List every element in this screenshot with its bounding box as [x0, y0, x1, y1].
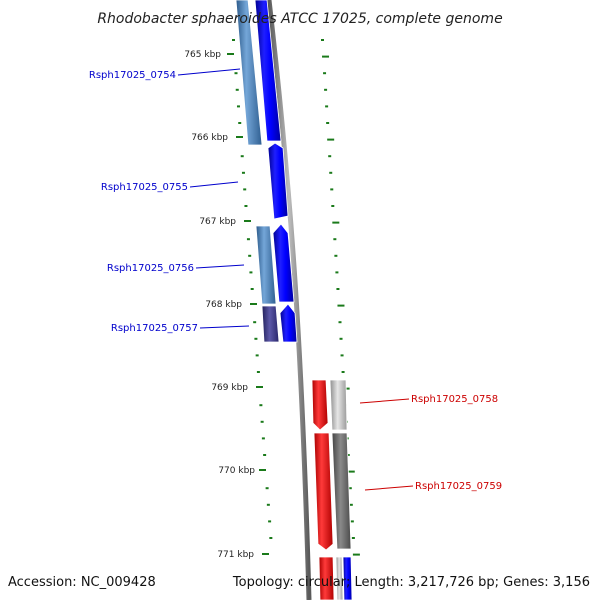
ruler-tick-label: 766 kbp — [191, 133, 228, 143]
cds-arrow[interactable] — [318, 556, 335, 600]
gene-label-leader — [195, 264, 245, 269]
gene-label-leader — [364, 485, 414, 491]
cog-feature-block[interactable] — [335, 556, 344, 600]
cog-feature-block[interactable] — [235, 0, 263, 146]
cds-arrow[interactable] — [267, 142, 289, 220]
gene-label[interactable]: Rsph17025_0756 — [107, 263, 194, 274]
genome-summary-text: Topology: circular; Length: 3,217,726 bp… — [232, 575, 590, 590]
map-title: Rhodobacter sphaeroides ATCC 17025, comp… — [97, 11, 502, 27]
gene-label[interactable]: Rsph17025_0757 — [111, 323, 198, 334]
gene-label-leader — [177, 68, 241, 76]
cds-arrow[interactable] — [311, 379, 329, 431]
cds-arrow[interactable] — [279, 303, 298, 343]
gene-label[interactable]: Rsph17025_0755 — [101, 182, 188, 193]
gene-label-leader — [199, 325, 250, 329]
gene-label[interactable]: Rsph17025_0759 — [415, 481, 502, 492]
ruler-tick-label: 771 kbp — [217, 550, 254, 560]
gene-label-leader — [359, 398, 410, 404]
ruler-tick-label: 765 kbp — [184, 50, 221, 60]
ruler-tick-label: 770 kbp — [218, 466, 255, 476]
cog-feature-block[interactable] — [255, 225, 277, 305]
cog-feature-block[interactable] — [331, 432, 352, 550]
cds-arrow[interactable] — [254, 0, 282, 142]
accession-text: Accession: NC_009428 — [8, 575, 156, 590]
cds-arrow[interactable] — [313, 432, 334, 551]
gene-label-leader — [189, 181, 239, 188]
cog-feature-block[interactable] — [329, 379, 348, 431]
cds-arrow[interactable] — [272, 223, 295, 303]
gene-label[interactable]: Rsph17025_0754 — [89, 70, 176, 81]
backbone-track — [266, 0, 312, 600]
gene-label[interactable]: Rsph17025_0758 — [411, 394, 498, 405]
cds-arrow[interactable] — [342, 556, 353, 600]
ruler-tick-label: 768 kbp — [205, 300, 242, 310]
ruler-tick-label: 769 kbp — [211, 383, 248, 393]
cog-feature-block[interactable] — [261, 305, 280, 343]
ruler-tick-label: 767 kbp — [199, 217, 236, 227]
